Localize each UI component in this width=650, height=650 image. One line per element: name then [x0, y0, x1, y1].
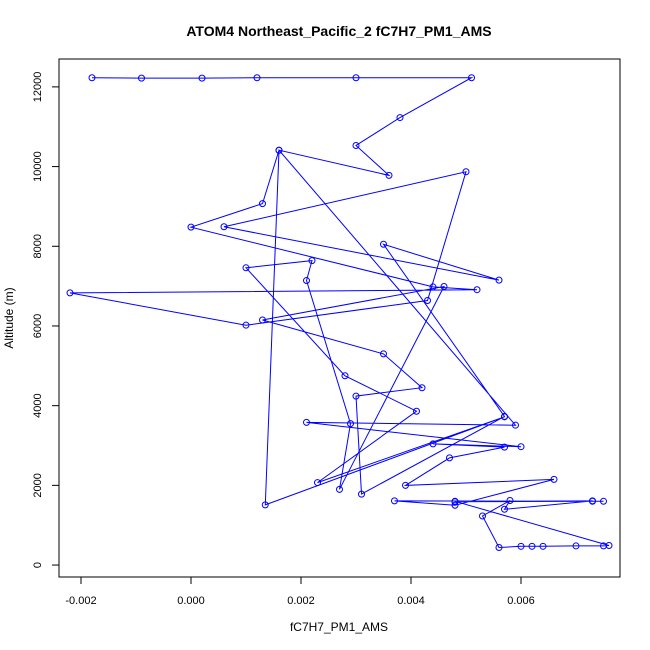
data-point	[259, 200, 266, 208]
x-tick-label: 0.006	[507, 595, 535, 607]
data-point	[528, 542, 536, 550]
data-point	[495, 276, 503, 284]
plot-frame	[58, 58, 621, 578]
data-point	[413, 407, 420, 415]
data-point	[336, 485, 343, 493]
data-point	[501, 505, 508, 513]
data-point	[473, 286, 481, 294]
data-point	[358, 490, 365, 498]
y-tick-label: 10000	[32, 151, 44, 182]
data-point	[572, 542, 580, 550]
y-tick-label: 6000	[32, 314, 44, 338]
data-point	[314, 479, 321, 487]
data-point	[242, 321, 250, 329]
data-point	[600, 497, 607, 505]
data-point	[462, 168, 470, 176]
data-point	[308, 257, 316, 265]
data-point	[440, 283, 448, 291]
data-point	[506, 496, 514, 504]
data-point	[605, 542, 613, 550]
y-tick-label: 12000	[32, 72, 44, 103]
data-point	[303, 418, 310, 426]
series-layer	[66, 74, 613, 552]
data-point	[539, 542, 547, 550]
data-point	[451, 497, 459, 505]
x-axis-label: fC7H7_PM1_AMS	[290, 620, 388, 634]
x-tick-label: 0.000	[177, 595, 205, 607]
data-point	[517, 542, 525, 550]
y-tick-label: 0	[32, 562, 44, 568]
x-axis: -0.002 0.000 0.002 0.004 0.006	[65, 576, 535, 607]
data-point	[501, 413, 508, 421]
data-point	[589, 497, 596, 505]
data-point	[418, 384, 426, 392]
y-tick-label: 2000	[32, 473, 44, 497]
data-point	[66, 289, 74, 297]
data-point	[341, 372, 349, 380]
data-point	[138, 74, 145, 82]
data-point	[468, 74, 475, 82]
data-point	[512, 421, 519, 429]
chart-title: ATOM4 Northeast_Pacific_2 fC7H7_PM1_AMS	[186, 23, 491, 39]
data-point	[402, 481, 409, 489]
data-point	[88, 74, 96, 82]
data-point	[261, 501, 269, 509]
data-point	[303, 277, 310, 285]
data-point	[424, 296, 431, 304]
y-axis-label: Altitude (m)	[2, 287, 16, 348]
data-point	[352, 141, 360, 149]
series-line	[69, 77, 610, 549]
data-point	[352, 392, 360, 400]
data-point	[259, 316, 266, 324]
x-tick-label: -0.002	[65, 595, 96, 607]
data-point	[385, 171, 393, 179]
data-point	[352, 74, 360, 82]
data-point	[446, 454, 453, 462]
x-tick-label: 0.002	[287, 595, 315, 607]
data-point	[451, 501, 459, 509]
y-tick-label: 4000	[32, 393, 44, 417]
data-point	[198, 74, 206, 82]
data-point	[429, 283, 437, 291]
y-axis: 0 2000 4000 6000 8000 10000 12000	[32, 72, 60, 568]
data-point	[187, 223, 195, 231]
data-point	[380, 240, 387, 248]
data-point	[479, 512, 486, 520]
data-point	[396, 114, 404, 122]
data-point	[347, 420, 354, 428]
data-point	[220, 223, 228, 231]
data-point	[391, 497, 398, 505]
data-point	[275, 146, 283, 154]
x-tick-label: 0.004	[397, 595, 425, 607]
data-point	[429, 440, 437, 448]
data-point	[495, 544, 503, 552]
data-point	[517, 443, 525, 451]
data-point	[550, 475, 558, 483]
y-tick-label: 8000	[32, 234, 44, 258]
data-point	[253, 74, 261, 82]
data-point	[380, 350, 387, 358]
data-point	[242, 264, 250, 272]
data-point	[501, 443, 508, 451]
